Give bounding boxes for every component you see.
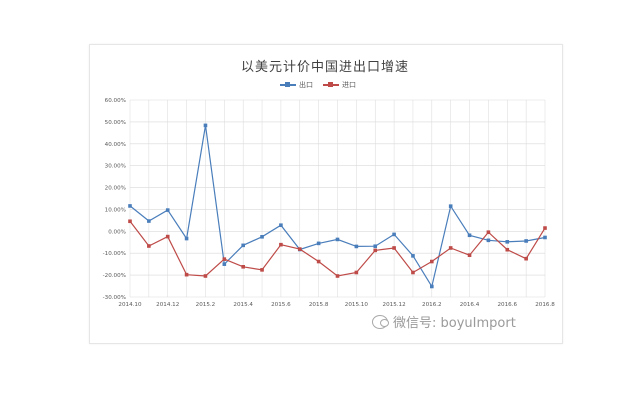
legend-marker-import — [328, 82, 333, 87]
x-tick-label: 2015.8 — [309, 302, 329, 308]
y-tick-label: 20.00% — [105, 186, 126, 192]
y-tick-label: 50.00% — [105, 120, 126, 126]
data-point-import — [373, 248, 378, 253]
data-point-export — [373, 244, 378, 249]
data-point-import — [279, 242, 283, 247]
x-tick-label: 2015.12 — [383, 302, 406, 308]
legend-item-import: 进口 — [323, 80, 356, 90]
data-point-import — [297, 247, 302, 251]
legend-swatch-export — [280, 82, 296, 88]
x-tick-label: 2015.4 — [233, 302, 253, 308]
data-point-export — [543, 235, 547, 240]
data-point-import — [147, 244, 151, 248]
x-tick-label: 2014.10 — [118, 302, 142, 308]
data-point-import — [524, 256, 528, 261]
data-point-export — [184, 236, 189, 241]
data-point-import — [184, 272, 189, 277]
data-point-export — [505, 240, 510, 244]
y-tick-label: 30.00% — [105, 164, 126, 170]
data-point-export — [316, 241, 321, 246]
data-point-export — [354, 244, 359, 249]
x-tick-label: 2015.6 — [271, 302, 291, 308]
data-point-import — [505, 247, 510, 252]
x-tick-label: 2015.10 — [345, 302, 369, 308]
data-point-import — [335, 274, 340, 278]
data-point-import — [430, 259, 434, 264]
x-tick-label: 2014.12 — [156, 302, 179, 308]
data-point-export — [430, 284, 434, 289]
data-point-export — [335, 237, 340, 242]
legend-label-export: 出口 — [299, 81, 313, 89]
data-point-export — [128, 204, 132, 208]
data-point-import — [128, 219, 132, 224]
chart-panel — [89, 44, 563, 344]
data-point-import — [165, 234, 170, 239]
legend-label-import: 进口 — [342, 81, 356, 89]
watermark: 微信号: boyuImport — [372, 312, 516, 331]
y-tick-label: 40.00% — [105, 142, 126, 148]
x-tick-label: 2016.8 — [535, 302, 555, 308]
data-point-export — [467, 233, 472, 238]
data-point-export — [147, 219, 151, 223]
data-point-export — [448, 204, 453, 208]
data-point-import — [411, 270, 415, 275]
y-tick-label: 10.00% — [105, 207, 126, 213]
data-point-import — [354, 270, 359, 275]
data-point-export — [222, 262, 227, 266]
y-tick-label: 0.00% — [108, 229, 126, 235]
data-point-import — [260, 268, 264, 272]
x-tick-label: 2016.6 — [497, 302, 517, 308]
data-point-export — [279, 223, 283, 228]
legend-swatch-import — [323, 82, 339, 88]
chart-legend: 出口 进口 — [280, 78, 356, 92]
data-point-export — [260, 235, 264, 239]
legend-item-export: 出口 — [280, 80, 313, 90]
data-point-import — [203, 274, 208, 278]
x-tick-label: 2016.2 — [422, 302, 442, 308]
data-point-export — [203, 123, 208, 128]
data-point-export — [165, 208, 170, 212]
data-point-import — [467, 253, 472, 257]
data-point-import — [543, 226, 547, 230]
data-point-import — [448, 246, 453, 250]
watermark-text: 微信号: boyuImport — [393, 316, 516, 331]
data-point-export — [241, 243, 245, 248]
y-tick-label: -30.00% — [103, 295, 126, 301]
y-tick-label: 60.00% — [105, 98, 126, 104]
data-point-export — [411, 254, 415, 258]
x-tick-label: 2015.2 — [196, 302, 216, 308]
y-tick-label: -10.00% — [103, 251, 126, 257]
data-point-import — [392, 246, 396, 250]
data-point-import — [241, 264, 245, 269]
y-tick-label: -20.00% — [103, 273, 126, 279]
data-point-import — [486, 230, 491, 235]
legend-marker-export — [285, 82, 290, 87]
chart-title: 以美元计价中国进出口增速 — [240, 60, 409, 75]
data-point-export — [392, 232, 396, 237]
data-point-export — [486, 238, 491, 243]
data-point-import — [316, 259, 321, 264]
data-point-import — [222, 257, 227, 261]
x-tick-label: 2016.4 — [460, 302, 480, 308]
wechat-icon — [372, 314, 389, 329]
data-point-export — [524, 239, 528, 243]
